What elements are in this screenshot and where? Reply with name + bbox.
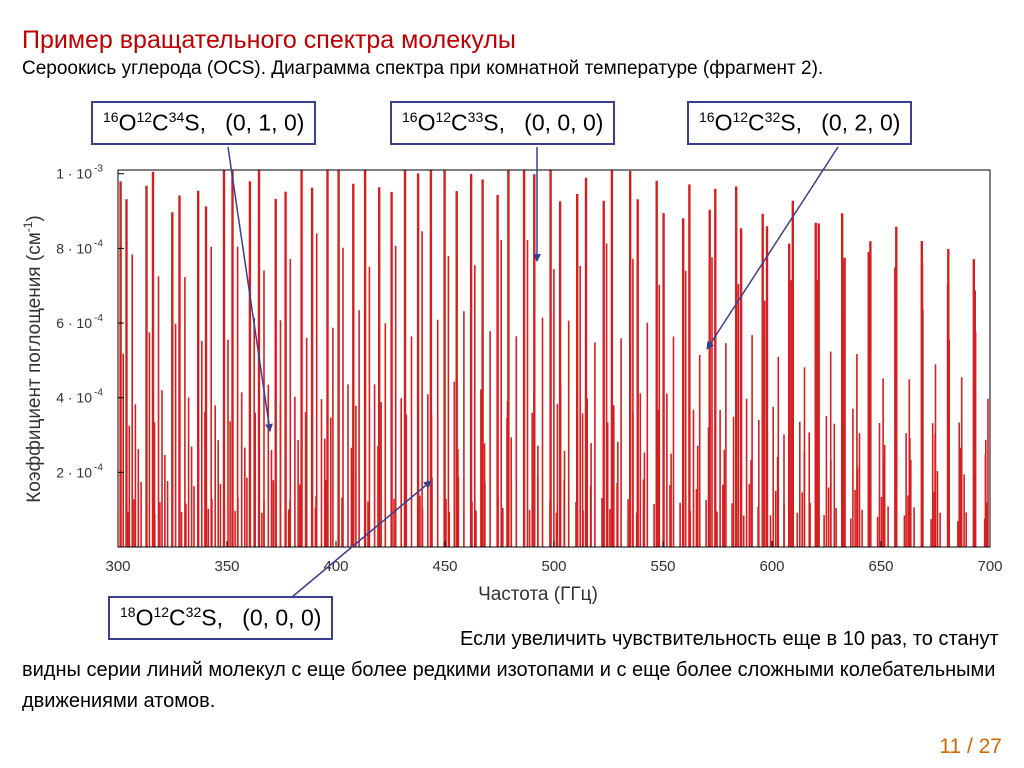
y-tick-exponent: -4	[94, 388, 103, 399]
y-tick-label: 6 · 10	[56, 315, 92, 331]
spectral-lines	[119, 170, 989, 547]
isotopologue-label-ocs34-010: 16O12C34S, (0, 1, 0)	[91, 101, 317, 145]
y-axis-label: Коэффициент поглощения (см-1)	[21, 215, 45, 503]
arrow-ocs34	[227, 146, 273, 432]
x-tick-label: 650	[868, 558, 893, 575]
page-number: 11 / 27	[939, 735, 1002, 758]
x-tick-label: 350	[214, 558, 239, 575]
y-tick-exponent: -4	[94, 462, 103, 473]
slide-subtitle: Сероокись углерода (OCS). Диаграмма спек…	[22, 58, 824, 79]
y-tick-label: 4 · 10	[56, 390, 92, 406]
x-tick-label: 300	[105, 558, 130, 575]
isotopologue-label-ocs33-000: 16O12C33S, (0, 0, 0)	[390, 101, 616, 145]
x-tick-label: 600	[759, 558, 784, 575]
y-tick-label: 2 · 10	[56, 464, 92, 480]
y-tick-exponent: -3	[94, 164, 103, 175]
x-tick-label: 550	[650, 558, 675, 575]
arrow-ocs32-bend	[706, 146, 839, 350]
x-tick-label: 500	[541, 558, 566, 575]
slide-title: Пример вращательного спектра молекулы	[22, 26, 516, 54]
y-tick-exponent: -4	[94, 313, 103, 324]
x-axis-label: Частота (ГГц)	[478, 584, 598, 605]
sensitivity-note: Если увеличить чувствительность еще в 10…	[22, 628, 999, 712]
isotopologue-label-ocs32-020: 16O12C32S, (0, 2, 0)	[687, 101, 913, 145]
plot-border	[117, 169, 991, 548]
y-tick-label: 1 · 10	[56, 166, 92, 182]
isotopologue-label-o18cs32-000: 18O12C32S, (0, 0, 0)	[108, 596, 334, 640]
y-tick-label: 8 · 10	[56, 240, 92, 256]
x-tick-label: 700	[977, 558, 1002, 575]
y-tick-exponent: -4	[94, 238, 103, 249]
x-tick-label: 450	[432, 558, 457, 575]
x-tick-label: 400	[323, 558, 348, 575]
callout-arrows	[227, 146, 839, 598]
arrow-o18cs	[291, 480, 432, 598]
